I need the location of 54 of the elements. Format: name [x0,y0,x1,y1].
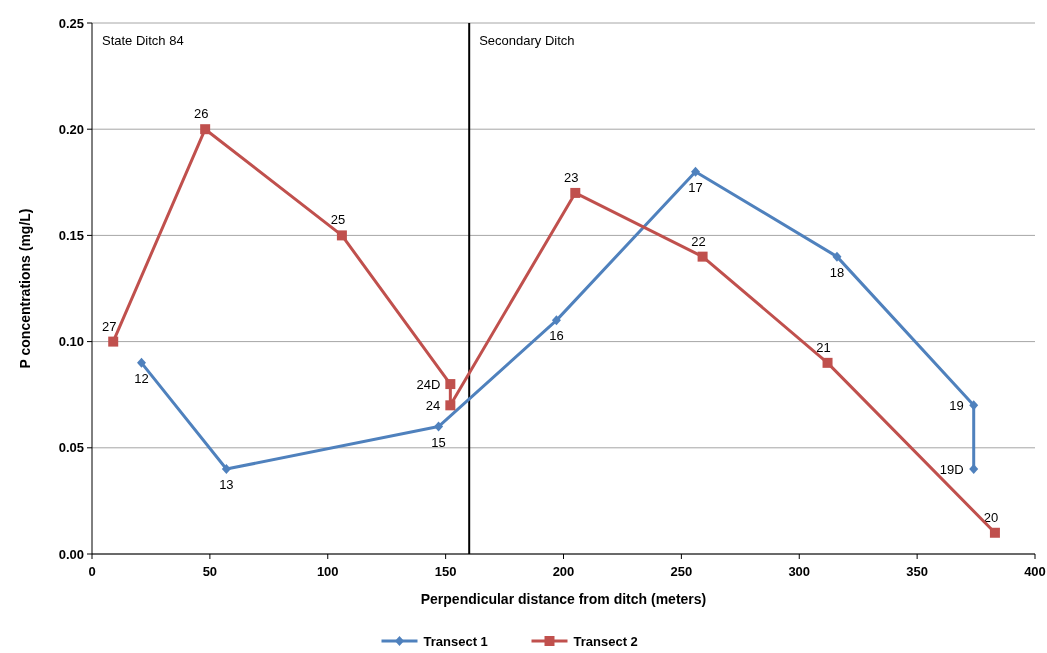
point [336,230,347,241]
point [832,251,842,262]
annotation: 27 [101,318,117,334]
x-tick-label: 250 [670,564,693,579]
x-tick-label: 100 [316,564,339,579]
annotation: 26 [193,106,209,122]
annotation: 12 [134,370,149,386]
annotation: 22 [691,233,706,249]
annotation: 16 [549,328,564,344]
y-axis-title: P concentrations (mg/L) [17,208,33,369]
annotation: Secondary Ditch [479,33,575,48]
x-tick-label: 350 [906,564,928,579]
annotation: 24D [416,376,441,392]
legend-label: Transect 1 [423,633,488,649]
x-tick-label: 400 [1024,564,1046,579]
annotation: 21 [816,339,831,355]
point [551,315,561,326]
point [221,464,231,475]
annotation: 20 [983,509,999,525]
y-tick-label: 0.05 [58,440,84,456]
y-tick-label: 0.20 [58,121,84,137]
annotation: 18 [829,264,845,280]
point [137,357,147,368]
x-tick-label: 150 [434,564,457,579]
point [697,251,708,262]
annotation: State Ditch 84 [102,33,184,48]
y-tick-label: 0.00 [58,546,84,562]
annotation: 25 [330,212,346,228]
y-tick-label: 0.15 [58,227,84,243]
x-tick-label: 200 [552,564,575,579]
x-tick-label: 300 [788,564,811,579]
y-tick-label: 0.10 [58,334,84,350]
annotation: 19 [949,397,964,413]
point [200,124,211,135]
annotation: 15 [431,434,446,450]
point [445,379,456,390]
annotation: 13 [219,477,234,493]
point [445,400,456,411]
annotation: 24 [425,397,441,413]
y-tick-label: 0.25 [58,15,84,31]
point [822,357,833,368]
x-tick-label: 50 [202,564,218,579]
x-axis-title: Perpendicular distance from ditch (meters) [420,591,707,607]
legend-label: Transect 2 [573,633,638,649]
point [570,187,581,198]
point [989,527,1000,538]
x-tick-label: 0 [88,564,96,579]
annotation: 23 [564,169,579,185]
point [691,166,701,177]
point [434,421,444,432]
point [969,464,979,475]
point [108,336,119,347]
annotation: 19D [939,461,964,477]
annotation: 17 [688,179,703,195]
